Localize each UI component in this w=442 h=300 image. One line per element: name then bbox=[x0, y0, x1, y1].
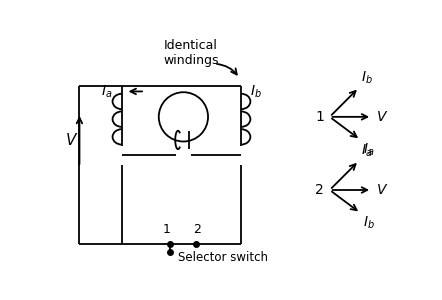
Text: $I_b$: $I_b$ bbox=[361, 70, 373, 86]
Text: $I_a$: $I_a$ bbox=[361, 143, 373, 159]
Text: $I_b$: $I_b$ bbox=[363, 214, 375, 231]
Text: 1: 1 bbox=[163, 223, 171, 236]
Text: 2: 2 bbox=[193, 223, 201, 236]
Text: $I_a$: $I_a$ bbox=[363, 142, 374, 158]
Text: Identical
windings: Identical windings bbox=[164, 39, 219, 67]
Text: Selector switch: Selector switch bbox=[178, 251, 268, 264]
Text: $V$: $V$ bbox=[376, 183, 388, 197]
Text: $I_b$: $I_b$ bbox=[251, 83, 262, 100]
Text: 2: 2 bbox=[315, 183, 324, 197]
Text: 1: 1 bbox=[315, 110, 324, 124]
Text: $V$: $V$ bbox=[65, 132, 78, 148]
Text: $V$: $V$ bbox=[376, 110, 388, 124]
Text: $I_a$: $I_a$ bbox=[101, 83, 113, 100]
